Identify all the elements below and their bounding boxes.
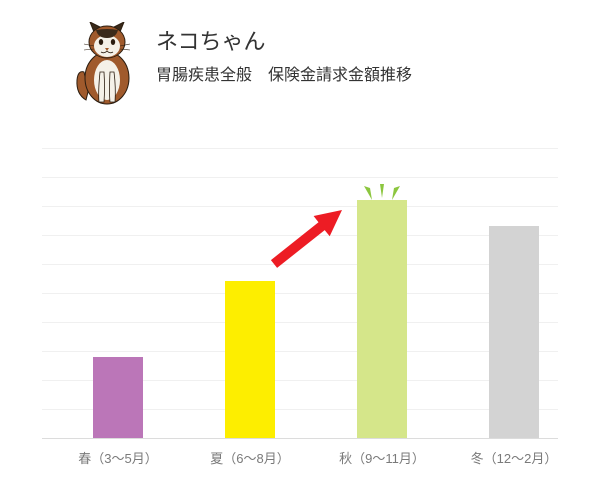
x-axis-label: 冬（12〜2月） [471, 448, 558, 467]
gridline [42, 148, 558, 149]
bar [225, 281, 275, 438]
gridline [42, 264, 558, 265]
gridline [42, 206, 558, 207]
page-title: ネコちゃん [156, 28, 412, 57]
header: ネコちゃん 胃腸疾患全般 保険金請求金額推移 [72, 22, 412, 106]
x-axis-label: 夏（6〜8月） [210, 448, 289, 467]
bar [489, 226, 539, 438]
bar [93, 357, 143, 438]
page-subtitle: 胃腸疾患全般 保険金請求金額推移 [156, 61, 412, 85]
x-axis-label: 秋（9〜11月） [339, 448, 425, 467]
gridline [42, 177, 558, 178]
bar-chart [42, 148, 558, 438]
title-block: ネコちゃん 胃腸疾患全般 保険金請求金額推移 [156, 22, 412, 85]
gridline [42, 351, 558, 352]
gridline [42, 293, 558, 294]
x-axis-label: 春（3〜5月） [78, 448, 157, 467]
gridline [42, 235, 558, 236]
gridline [42, 322, 558, 323]
cat-icon [72, 22, 142, 106]
baseline [42, 438, 558, 439]
bar [357, 200, 407, 438]
